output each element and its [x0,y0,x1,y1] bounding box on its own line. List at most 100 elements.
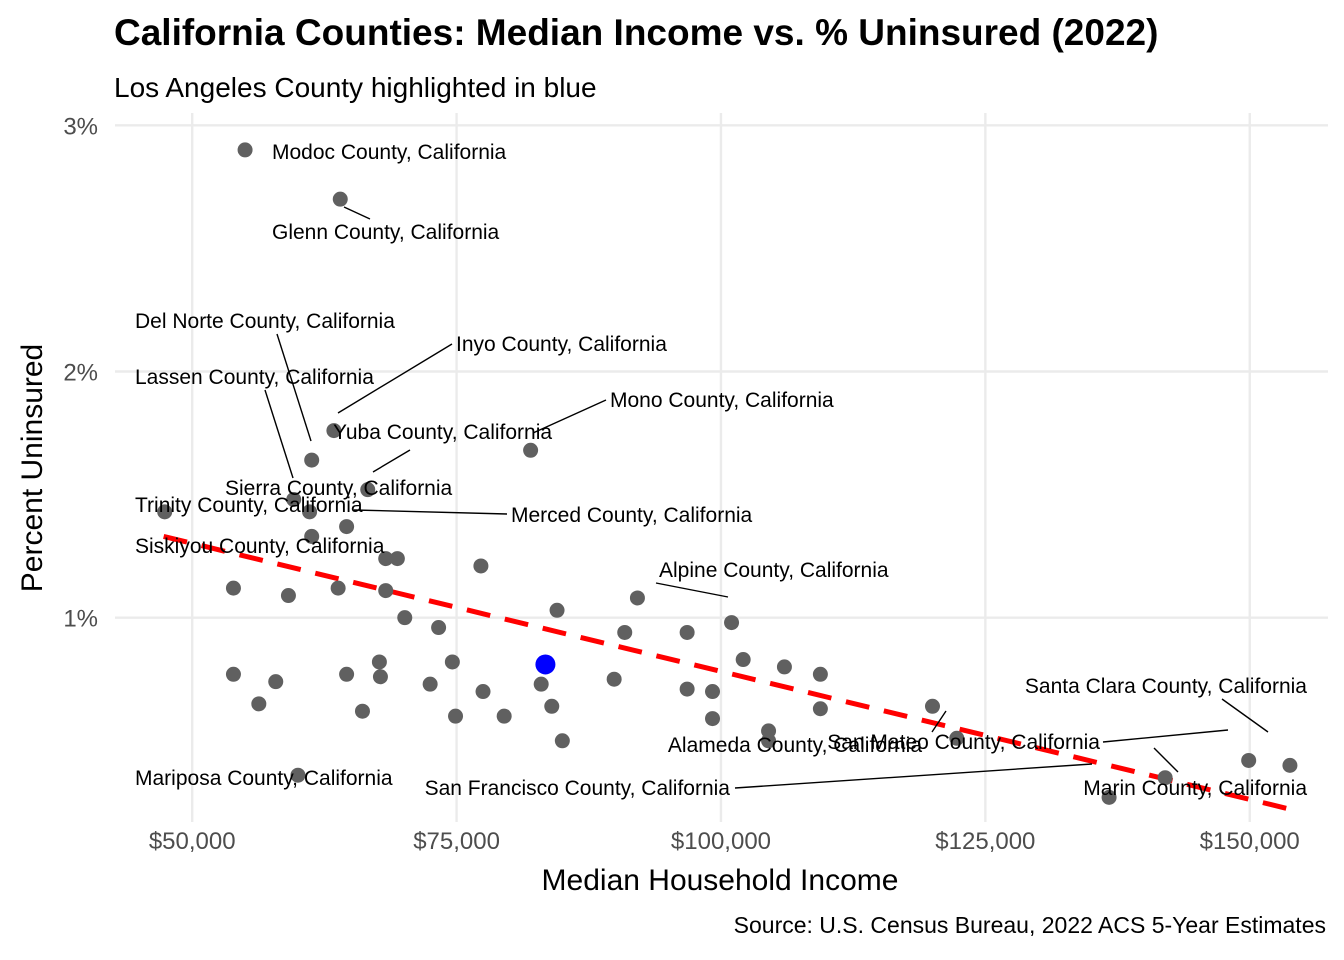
point-label: Glenn County, California [272,221,500,244]
data-point [679,624,695,640]
data-point [554,733,570,749]
label-leader-line [353,509,508,515]
point-labels: Modoc County, California Glenn County, Ca… [135,141,1307,800]
label-leader-line [931,710,947,733]
data-point [533,676,549,692]
label-leader-line [264,389,294,479]
data-point [251,696,267,712]
data-point-labeled [290,767,306,783]
point-label: San Mateo County, California [827,731,1100,754]
point-label: Santa Clara County, California [1025,675,1307,698]
x-tick-label: $125,000 [935,828,1035,855]
data-point [354,703,370,719]
data-point [496,708,512,724]
data-point-labeled [286,492,302,508]
label-leader-line [655,582,729,598]
y-axis-title: Percent Uninsured [16,344,49,592]
y-tick-label: 2% [63,359,98,386]
label-leader-line [1102,729,1229,743]
chart-caption: Source: U.S. Census Bureau, 2022 ACS 5-Y… [733,912,1326,938]
data-point [339,666,355,682]
data-point [330,580,346,596]
point-label: Alpine County, California [659,559,889,582]
label-leader-line [532,399,607,434]
data-point-labeled [332,191,348,207]
y-tick-label: 3% [63,113,98,140]
point-label: Siskiyou County, California [135,535,385,558]
data-point-labeled [523,442,539,458]
label-leader-line [337,343,453,414]
data-point-labeled [326,423,342,439]
point-label: Marin County, California [1083,777,1307,800]
x-axis-ticks: $50,000 $75,000 $100,000 $125,000 $150,000 [149,828,1300,855]
data-point-labeled [1282,757,1298,773]
data-point [812,666,828,682]
data-point [705,684,721,700]
data-point [705,711,721,727]
data-point-labeled [1241,752,1257,768]
data-point [389,551,405,567]
label-leader-line [1153,747,1179,773]
point-label: Del Norte County, California [135,310,395,333]
data-point-labeled [237,142,253,158]
data-point [924,698,940,714]
point-label: Modoc County, California [272,141,507,164]
data-point [397,610,413,626]
label-leader-line [343,206,371,220]
data-point [378,583,394,599]
data-point [225,666,241,682]
data-point [776,659,792,675]
label-leader-line [734,763,1093,789]
data-point [549,602,565,618]
data-point-labeled [157,504,173,520]
y-tick-label: 1% [63,606,98,633]
point-label: Mariposa County, California [135,767,393,790]
data-point [761,733,777,749]
data-point [378,551,394,567]
grid-lines [115,113,1328,822]
point-label: Yuba County, California [333,421,552,444]
data-point [735,652,751,668]
data-point [544,698,560,714]
data-point [812,701,828,717]
data-point [679,681,695,697]
data-point-labeled [949,730,965,746]
data-point [444,654,460,670]
data-point-labeled [339,519,355,535]
label-leader-line [276,333,312,442]
data-point-labeled [302,504,318,520]
data-point-labeled [1157,770,1173,786]
point-label: Sierra County, California [225,477,453,500]
data-point [475,684,491,700]
point-label: San Francisco County, California [425,777,731,800]
data-point [606,671,622,687]
data-point [629,590,645,606]
data-point [280,588,296,604]
data-points [157,142,1298,805]
y-axis-ticks: 1% 2% 3% [63,113,98,632]
point-label: Merced County, California [511,504,753,527]
data-point [225,580,241,596]
x-tick-label: $150,000 [1200,828,1300,855]
point-label: Mono County, California [610,389,834,412]
chart-subtitle: Los Angeles County highlighted in blue [114,72,597,103]
data-point-labeled [360,482,376,498]
label-leader-lines [264,206,1269,789]
label-leader-line [1221,698,1269,733]
x-tick-label: $50,000 [149,828,236,855]
x-tick-label: $75,000 [413,828,500,855]
point-label: Inyo County, California [456,333,667,356]
x-axis-title: Median Household Income [542,864,899,897]
highlighted-point [535,654,556,675]
data-point-labeled [1101,789,1117,805]
data-point [431,620,447,636]
chart-title: California Counties: Median Income vs. %… [114,12,1159,53]
scatter-plot: $50,000 $75,000 $100,000 $125,000 $150,000 1… [16,113,1328,897]
data-point [448,708,464,724]
data-point-labeled [304,528,320,544]
data-point [268,674,284,690]
label-leader-line [372,449,411,473]
point-label: Trinity County, California [135,494,363,517]
data-point [473,558,489,574]
x-tick-label: $100,000 [671,828,771,855]
